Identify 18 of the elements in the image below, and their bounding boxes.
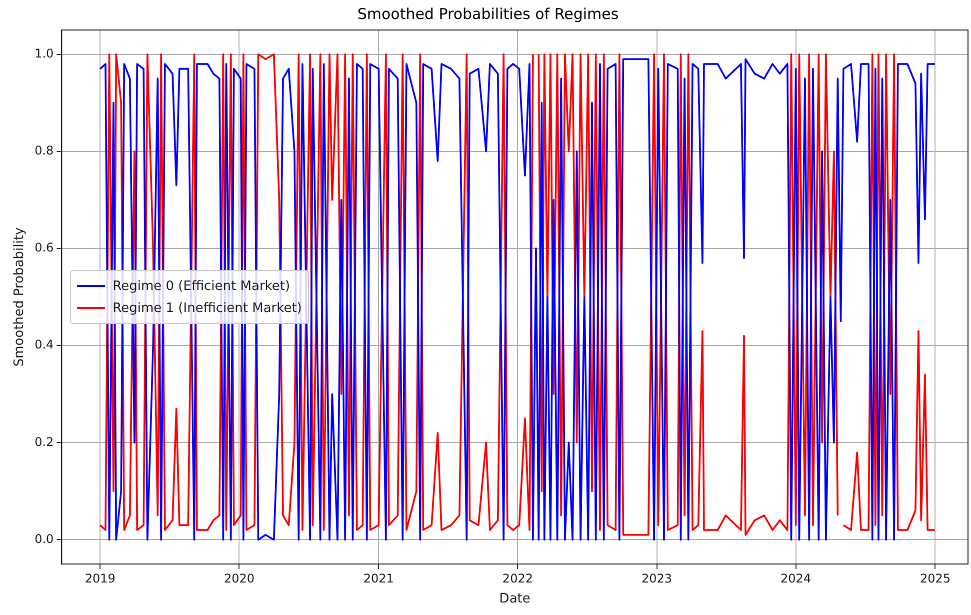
y-tick-label: 0.2: [34, 434, 54, 449]
x-tick-label: 2023: [641, 571, 672, 586]
y-tick-label: 0.6: [34, 240, 54, 255]
y-tick-label: 1.0: [34, 46, 54, 60]
y-tick-label: 0.8: [34, 143, 54, 158]
legend-label: Regime 0 (Efficient Market): [112, 278, 290, 294]
x-tick-label: 2024: [780, 571, 812, 586]
y-axis-title: Smoothed Probability: [12, 227, 28, 367]
y-tick-label: 0.4: [34, 338, 54, 352]
x-tick-label: 2021: [363, 571, 394, 586]
x-tick-label: 2019: [84, 571, 116, 586]
legend-label: Regime 1 (Inefficient Market): [112, 300, 302, 316]
x-tick-label: 2020: [224, 571, 254, 586]
chart-title: Smoothed Probabilities of Regimes: [357, 4, 619, 23]
x-tick-label: 2025: [920, 571, 951, 586]
x-axis-title: Date: [499, 592, 530, 607]
x-tick-label: 2022: [502, 571, 533, 586]
y-tick-label: 0.0: [34, 532, 54, 546]
